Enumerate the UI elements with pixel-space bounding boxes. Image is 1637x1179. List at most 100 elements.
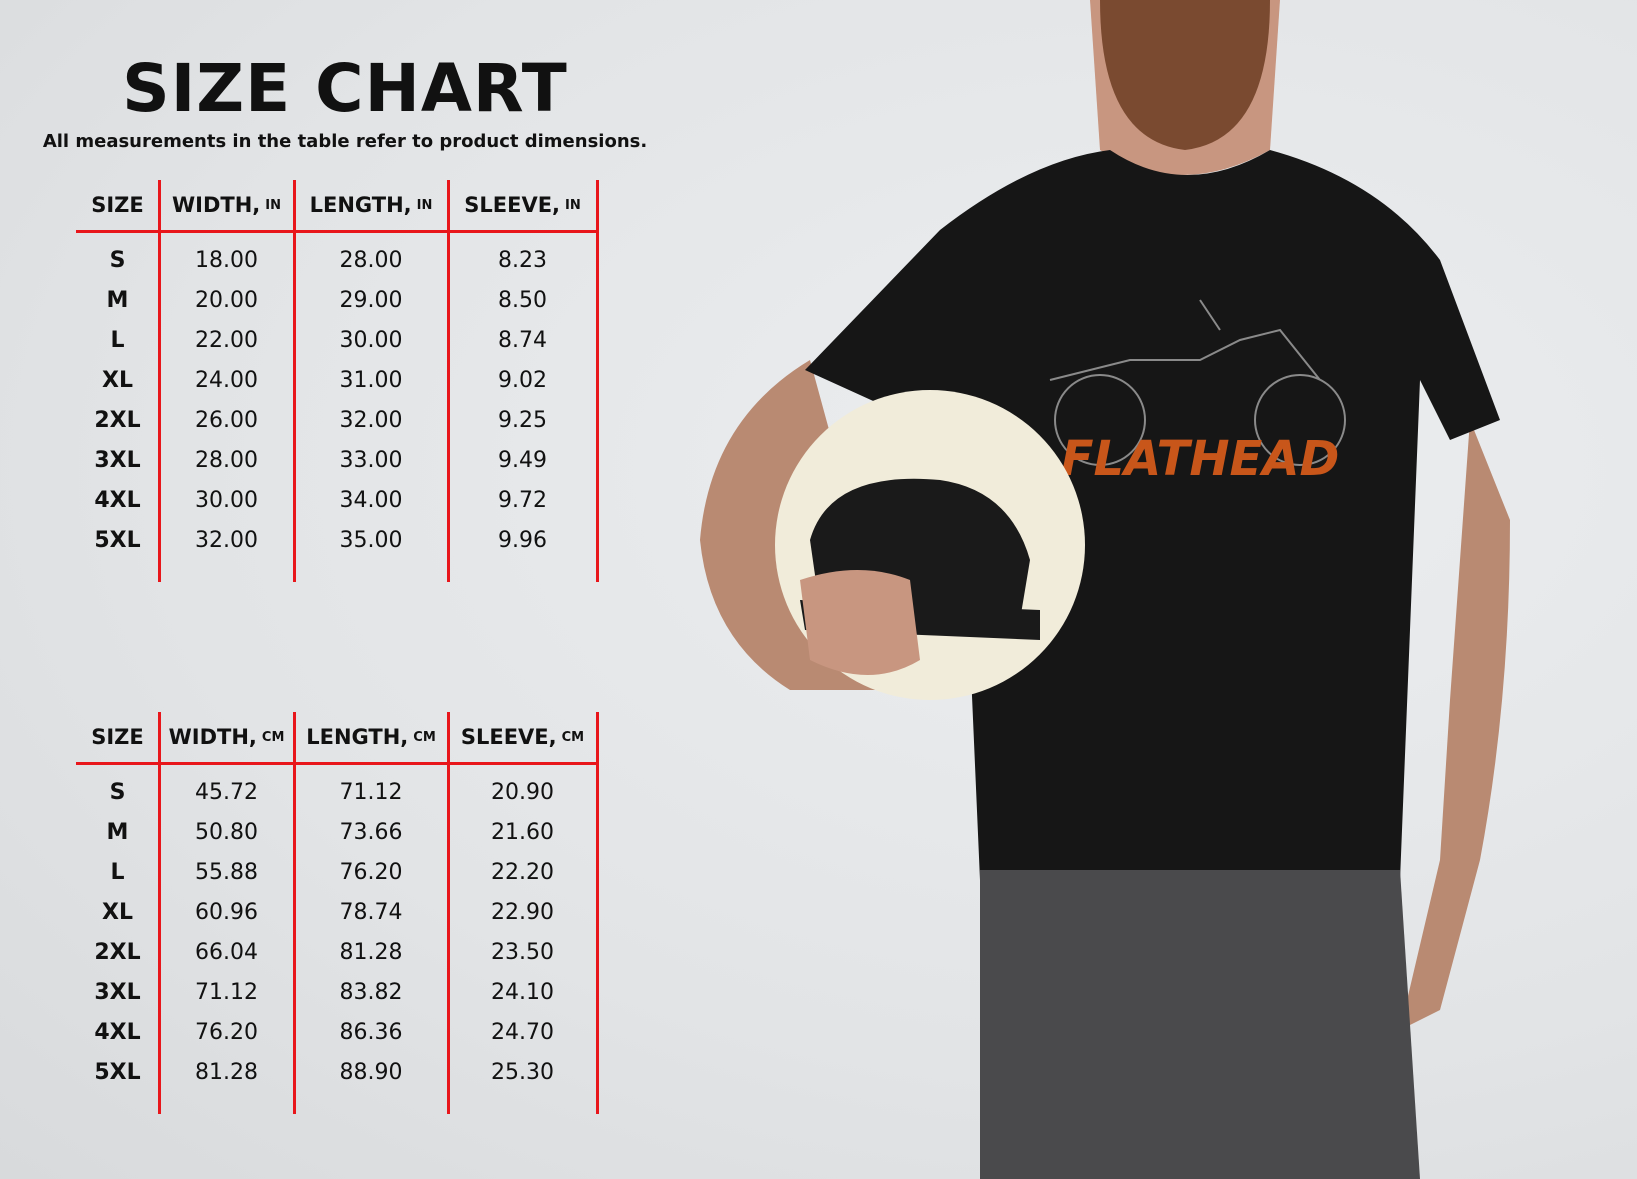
size-cell: 3XL xyxy=(94,979,141,1005)
value-cell: 24.70 xyxy=(491,1019,554,1045)
jeans xyxy=(980,870,1420,1179)
size-cell: S xyxy=(109,247,126,273)
value-cell: 81.28 xyxy=(339,939,403,965)
value-cell: 73.66 xyxy=(339,819,403,845)
size-cell: 2XL xyxy=(94,407,141,433)
value-cell: 9.25 xyxy=(498,407,547,433)
right-arm xyxy=(1400,420,1510,1030)
value-cell: 32.00 xyxy=(339,407,403,433)
column-header: LENGTH, IN xyxy=(294,180,448,230)
size-cell: M xyxy=(106,819,129,845)
size-cell: 5XL xyxy=(94,1059,141,1085)
value-cell: 8.23 xyxy=(498,247,547,273)
header-unit: CM xyxy=(261,729,285,745)
value-cell: 60.96 xyxy=(195,899,258,925)
size-cell: 3XL xyxy=(94,447,141,473)
hand xyxy=(800,570,920,675)
header-unit: CM xyxy=(413,729,436,745)
header-unit: IN xyxy=(416,197,433,213)
header-label: WIDTH, xyxy=(168,725,257,749)
header-unit: CM xyxy=(561,729,585,745)
value-cell: 88.90 xyxy=(339,1059,403,1085)
value-cell: 78.74 xyxy=(339,899,403,925)
value-cell: 66.04 xyxy=(195,939,258,965)
size-cell: L xyxy=(110,327,125,353)
column-divider xyxy=(447,712,450,1114)
size-table-cm: SIZE WIDTH, CM LENGTH, CM SLEEVE, CM S 45.72 71.1… xyxy=(76,712,600,1114)
value-cell: 8.74 xyxy=(498,327,547,353)
size-cell: XL xyxy=(102,367,133,393)
size-cell: 5XL xyxy=(94,527,141,553)
column-divider xyxy=(158,712,161,1114)
value-cell: 34.00 xyxy=(339,487,403,513)
value-cell: 20.90 xyxy=(491,779,554,805)
motorcycle-graphic xyxy=(1049,299,1346,466)
value-cell: 86.36 xyxy=(339,1019,403,1045)
value-cell: 22.90 xyxy=(491,899,554,925)
value-cell: 9.96 xyxy=(498,527,547,553)
column-divider xyxy=(158,180,161,582)
value-cell: 31.00 xyxy=(339,367,403,393)
size-cell: 2XL xyxy=(94,939,141,965)
header-divider xyxy=(76,230,598,233)
shirt-print-text: FLATHEAD xyxy=(1061,431,1340,487)
value-cell: 30.00 xyxy=(195,487,258,513)
t-shirt xyxy=(805,150,1500,880)
value-cell: 26.00 xyxy=(195,407,258,433)
column-header: SIZE xyxy=(76,712,159,762)
value-cell: 9.49 xyxy=(498,447,547,473)
value-cell: 23.50 xyxy=(491,939,554,965)
header-label: LENGTH, xyxy=(309,193,412,217)
size-cell: S xyxy=(109,779,126,805)
value-cell: 22.20 xyxy=(491,859,554,885)
column-header: WIDTH, IN xyxy=(159,180,294,230)
column-divider xyxy=(293,180,296,582)
value-cell: 71.12 xyxy=(195,979,258,1005)
value-cell: 9.72 xyxy=(498,487,547,513)
size-table-inches: SIZE WIDTH, IN LENGTH, IN SLEEVE, IN S 18.00 28.0… xyxy=(76,180,600,582)
column-divider xyxy=(596,712,599,1114)
size-cell: L xyxy=(110,859,125,885)
header-unit: IN xyxy=(565,197,581,213)
value-cell: 18.00 xyxy=(195,247,258,273)
size-cell: XL xyxy=(102,899,133,925)
value-cell: 9.02 xyxy=(498,367,547,393)
beard xyxy=(1100,0,1270,150)
size-cell: 4XL xyxy=(94,1019,141,1045)
header-label: SIZE xyxy=(91,725,144,749)
value-cell: 25.30 xyxy=(491,1059,554,1085)
header-label: SLEEVE, xyxy=(464,193,561,217)
value-cell: 76.20 xyxy=(195,1019,258,1045)
value-cell: 22.00 xyxy=(195,327,258,353)
model-photo: FLATHEAD xyxy=(700,0,1510,1179)
header-label: SIZE xyxy=(91,193,144,217)
value-cell: 83.82 xyxy=(339,979,403,1005)
column-divider xyxy=(447,180,450,582)
value-cell: 55.88 xyxy=(195,859,258,885)
column-header: SIZE xyxy=(76,180,159,230)
value-cell: 29.00 xyxy=(339,287,403,313)
value-cell: 24.00 xyxy=(195,367,258,393)
header-label: LENGTH, xyxy=(306,725,409,749)
subtitle: All measurements in the table refer to p… xyxy=(42,131,648,152)
column-divider xyxy=(293,712,296,1114)
value-cell: 28.00 xyxy=(339,247,403,273)
column-header: SLEEVE, CM xyxy=(448,712,597,762)
header-label: SLEEVE, xyxy=(460,725,557,749)
page-title: SIZE CHART xyxy=(122,50,568,127)
value-cell: 20.00 xyxy=(195,287,258,313)
column-header: WIDTH, CM xyxy=(159,712,294,762)
value-cell: 76.20 xyxy=(339,859,403,885)
value-cell: 45.72 xyxy=(195,779,258,805)
column-divider xyxy=(596,180,599,582)
header-unit: IN xyxy=(265,197,281,213)
value-cell: 28.00 xyxy=(195,447,258,473)
value-cell: 71.12 xyxy=(339,779,403,805)
value-cell: 30.00 xyxy=(339,327,403,353)
value-cell: 24.10 xyxy=(491,979,554,1005)
value-cell: 33.00 xyxy=(339,447,403,473)
header-label: WIDTH, xyxy=(171,193,261,217)
value-cell: 32.00 xyxy=(195,527,258,553)
column-header: SLEEVE, IN xyxy=(448,180,597,230)
size-cell: M xyxy=(106,287,129,313)
